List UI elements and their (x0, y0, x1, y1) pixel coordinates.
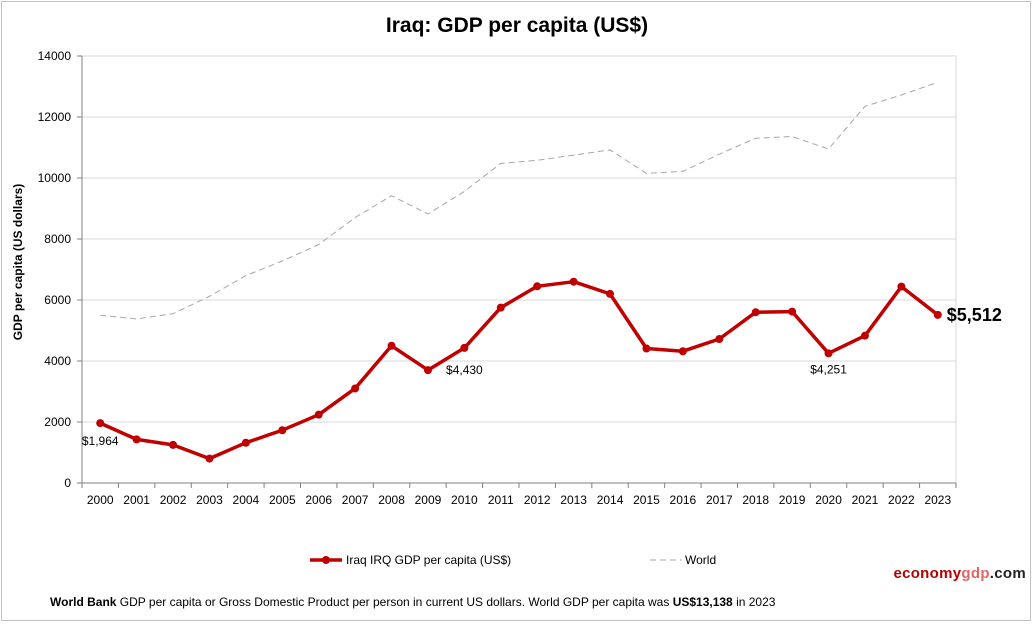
footnote-world-value: US$13,138 (672, 595, 733, 609)
axis-layer: 0 2000 4000 6000 8000 10000 12000 14000 2000 2001… (38, 49, 957, 507)
brand-part-1: economy (893, 565, 962, 582)
data-point (169, 440, 178, 449)
y-tick-label: 14000 (38, 49, 72, 63)
data-label: $4,251 (810, 362, 847, 376)
grid-layer (81, 55, 957, 484)
data-point (933, 310, 942, 319)
legend-layer (310, 556, 682, 564)
x-tick-label: 2017 (706, 493, 733, 507)
data-point (678, 347, 687, 356)
data-point (314, 410, 323, 419)
footnote-text: GDP per capita or Gross Domestic Product… (116, 595, 673, 609)
data-point (351, 384, 360, 393)
x-tick-label: 2012 (524, 493, 551, 507)
plot-area (81, 55, 957, 484)
footnote: World Bank GDP per capita or Gross Domes… (50, 595, 775, 609)
brand-part-3: .com (989, 565, 1026, 582)
brand-part-2: gdp (961, 565, 990, 582)
data-point (788, 307, 797, 316)
data-point (423, 366, 432, 375)
data-point (860, 331, 869, 340)
data-point (205, 454, 214, 463)
x-tick-label: 2003 (196, 493, 223, 507)
y-tick-label: 8000 (44, 232, 71, 246)
x-tick-label: 2016 (670, 493, 697, 507)
x-tick-label: 2011 (488, 493, 514, 507)
data-point (96, 419, 105, 428)
x-tick-label: 2023 (924, 493, 951, 507)
data-point (533, 282, 542, 291)
data-point (897, 282, 906, 291)
x-tick-label: 2007 (342, 493, 369, 507)
data-point (278, 426, 287, 435)
data-point (715, 335, 724, 344)
x-tick-label: 2022 (888, 493, 915, 507)
y-tick-label: 10000 (38, 171, 72, 185)
x-tick-label: 2010 (451, 493, 478, 507)
label-layer: $1,964 $4,430 $4,251 $5,512 (82, 305, 1002, 448)
x-tick-label: 2009 (415, 493, 442, 507)
x-tick-label: 2021 (852, 493, 879, 507)
footnote-suffix: in 2023 (732, 595, 776, 609)
series-line-world (100, 81, 938, 320)
y-tick-label: 4000 (44, 354, 71, 368)
legend-label-world: World (685, 553, 717, 567)
data-label: $4,430 (446, 363, 483, 377)
x-tick-label: 2020 (815, 493, 842, 507)
legend-marker-iraq (322, 556, 330, 564)
data-label-latest: $5,512 (947, 305, 1002, 325)
data-point (642, 344, 651, 353)
x-tick-label: 2008 (378, 493, 405, 507)
y-tick-label: 6000 (44, 293, 71, 307)
x-tick-label: 2018 (742, 493, 769, 507)
legend-label-iraq: Iraq IRQ GDP per capita (US$) (346, 553, 512, 567)
y-tick-label: 12000 (38, 110, 72, 124)
data-point (460, 343, 469, 352)
data-point (132, 435, 141, 444)
data-label: $1,964 (82, 434, 119, 448)
x-tick-label: 2001 (123, 493, 150, 507)
x-tick-label: 2005 (269, 493, 296, 507)
data-point (606, 289, 615, 298)
data-point (241, 438, 250, 447)
data-point (824, 349, 833, 358)
x-tick-label: 2004 (233, 493, 260, 507)
y-tick-label: 2000 (44, 415, 71, 429)
x-tick-label: 2015 (633, 493, 660, 507)
brand-logo[interactable]: economygdp.com (893, 565, 1026, 582)
chart-title: Iraq: GDP per capita (US$) (385, 14, 649, 37)
x-tick-label: 2000 (87, 493, 114, 507)
series-layer (96, 81, 942, 463)
x-tick-label: 2014 (597, 493, 624, 507)
series-line-iraq (99, 279, 939, 461)
x-tick-label: 2002 (160, 493, 187, 507)
y-tick-label: 0 (64, 476, 71, 490)
data-point (569, 277, 578, 286)
data-point (751, 308, 760, 317)
x-tick-label: 2019 (779, 493, 806, 507)
x-tick-label: 2006 (305, 493, 332, 507)
footnote-source: World Bank (50, 595, 117, 609)
data-point (387, 341, 396, 350)
data-point (496, 303, 505, 312)
x-tick-label: 2013 (560, 493, 587, 507)
